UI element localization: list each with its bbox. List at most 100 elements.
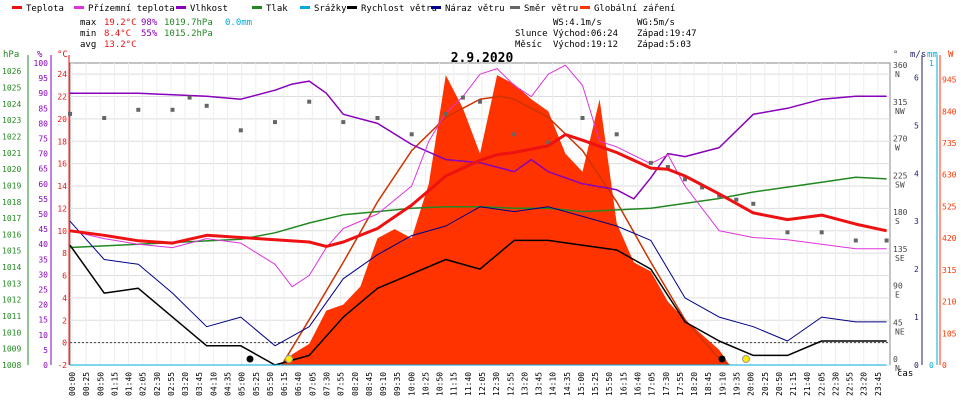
- x-tick-label: 09:35: [393, 372, 402, 396]
- radiation-tick-label: 315: [942, 266, 957, 275]
- radiation-tick-label: 945: [942, 76, 957, 85]
- wind-direction-point: [853, 238, 858, 243]
- percent-tick-label: 10: [38, 331, 48, 340]
- direction-name-label: N: [895, 70, 900, 79]
- x-tick-label: 17:30: [662, 372, 671, 396]
- celsius-tick-label: 4: [62, 294, 67, 303]
- x-tick-label: 18:45: [704, 372, 713, 396]
- radiation-tick-label: 525: [942, 202, 957, 211]
- direction-name-label: N: [895, 364, 900, 373]
- legend: Teplota Přízemní teplota Vlhkost Tlak Srážky…: [12, 4, 675, 14]
- hpa-tick-label: 1019: [2, 181, 21, 190]
- hpa-tick-label: 1011: [2, 312, 21, 321]
- x-tick-label: 13:45: [535, 372, 544, 396]
- pressure-line: [69, 176, 887, 249]
- wind-direction-point: [460, 95, 465, 100]
- hpa-tick-label: 1013: [2, 279, 21, 288]
- percent-tick-label: 80: [38, 119, 48, 128]
- wind-direction-point: [734, 197, 739, 202]
- x-axis-label: čas: [897, 368, 913, 379]
- percent-tick-label: 25: [38, 286, 48, 295]
- legend-label-3: Tlak: [266, 4, 288, 14]
- percent-tick-label: 50: [38, 210, 48, 219]
- rain-tick-label: 0: [929, 361, 934, 370]
- percent-tick-label: 40: [38, 240, 48, 249]
- percent-tick-label: 35: [38, 255, 48, 264]
- legend-label-0: Teplota: [26, 4, 64, 14]
- x-tick-label: 22:55: [846, 372, 855, 396]
- stat-min-temp: 8.4°C: [104, 29, 131, 39]
- x-tick-label: 10:50: [436, 372, 445, 396]
- direction-tick-label: 270: [893, 135, 908, 144]
- radiation-area: [281, 75, 730, 365]
- hpa-tick-label: 1023: [2, 116, 21, 125]
- hpa-tick-label: 1020: [2, 165, 21, 174]
- percent-tick-label: 95: [38, 74, 48, 83]
- x-tick-label: 14:10: [549, 372, 558, 396]
- x-tick-label: 13:20: [520, 372, 529, 396]
- x-tick-label: 09:10: [379, 372, 388, 396]
- x-tick-label: 06:15: [280, 372, 289, 396]
- x-tick-label: 22:30: [831, 372, 840, 396]
- x-tick-label: 05:50: [266, 372, 275, 396]
- wind-direction-point: [170, 107, 175, 112]
- clear-sky-curve: [281, 95, 730, 366]
- hpa-tick-label: 1026: [2, 67, 21, 76]
- x-tick-label: 02:55: [167, 372, 176, 396]
- celsius-tick-label: 14: [57, 182, 67, 191]
- wind-direction-point: [884, 238, 889, 243]
- hpa-tick-label: 1018: [2, 198, 21, 207]
- legend-swatch-4: [300, 6, 310, 9]
- stat-avg-label: avg: [80, 40, 96, 50]
- x-tick-label: 01:40: [125, 372, 134, 396]
- legend-swatch-8: [580, 6, 590, 9]
- x-tick-label: 10:25: [421, 372, 430, 396]
- hpa-tick-label: 1024: [2, 100, 21, 109]
- legend-swatch-3: [252, 6, 262, 9]
- x-tick-label: 04:35: [224, 372, 233, 396]
- x-tick-label: 20:50: [775, 372, 784, 396]
- axis-unit-wind: m/s: [910, 50, 926, 60]
- stat-max-rain: 0.0mm: [225, 18, 252, 28]
- wind-direction-point: [68, 111, 72, 116]
- axis-unit-rain: mm: [927, 50, 938, 60]
- direction-tick-label: 315: [893, 98, 908, 107]
- x-tick-label: 10:00: [407, 372, 416, 396]
- wind-direction-point: [187, 95, 192, 100]
- wind-direction-point: [307, 99, 312, 104]
- percent-tick-label: 30: [38, 270, 48, 279]
- direction-name-label: NW: [895, 107, 905, 116]
- stat-max-hum: 98%: [141, 18, 158, 28]
- x-tick-label: 02:30: [153, 372, 162, 396]
- wind-direction-point: [375, 116, 380, 120]
- hpa-tick-label: 1021: [2, 149, 21, 158]
- x-tick-label: 00:50: [96, 372, 105, 396]
- x-tick-label: 03:20: [181, 372, 190, 396]
- direction-name-label: SE: [895, 254, 905, 263]
- x-tick-label: 08:45: [365, 372, 374, 396]
- x-tick-label: 12:30: [492, 372, 501, 396]
- legend-label-7: Směr větru: [524, 4, 578, 14]
- wind-direction-point: [665, 165, 670, 169]
- x-tick-label: 19:10: [718, 372, 727, 396]
- percent-tick-label: 15: [38, 316, 48, 325]
- y-axes: 1008100910101011101210131014101510161017…: [2, 55, 957, 373]
- wind-tick-label: 2: [914, 265, 919, 274]
- wind-direction-point: [136, 107, 141, 112]
- percent-tick-label: 100: [34, 59, 49, 68]
- x-tick-label: 07:05: [308, 372, 317, 396]
- wind-direction-point: [273, 120, 277, 125]
- astro-sun-rise: Východ:06:24: [553, 29, 618, 39]
- percent-tick-label: 0: [43, 361, 48, 370]
- axis-unit-percent: %: [37, 50, 43, 60]
- wind-direction-point: [512, 132, 517, 137]
- stat-max-press: 1019.7hPa: [164, 18, 213, 28]
- wind-direction-point: [580, 116, 585, 120]
- percent-tick-label: 75: [38, 135, 48, 144]
- celsius-tick-label: -2: [57, 361, 67, 370]
- radiation-tick-label: 0: [942, 361, 947, 370]
- astro-wg: WG:5m/s: [637, 18, 675, 28]
- radiation-tick-label: 210: [942, 298, 957, 307]
- wind-direction-point: [700, 185, 705, 190]
- wind-direction-point: [614, 132, 619, 137]
